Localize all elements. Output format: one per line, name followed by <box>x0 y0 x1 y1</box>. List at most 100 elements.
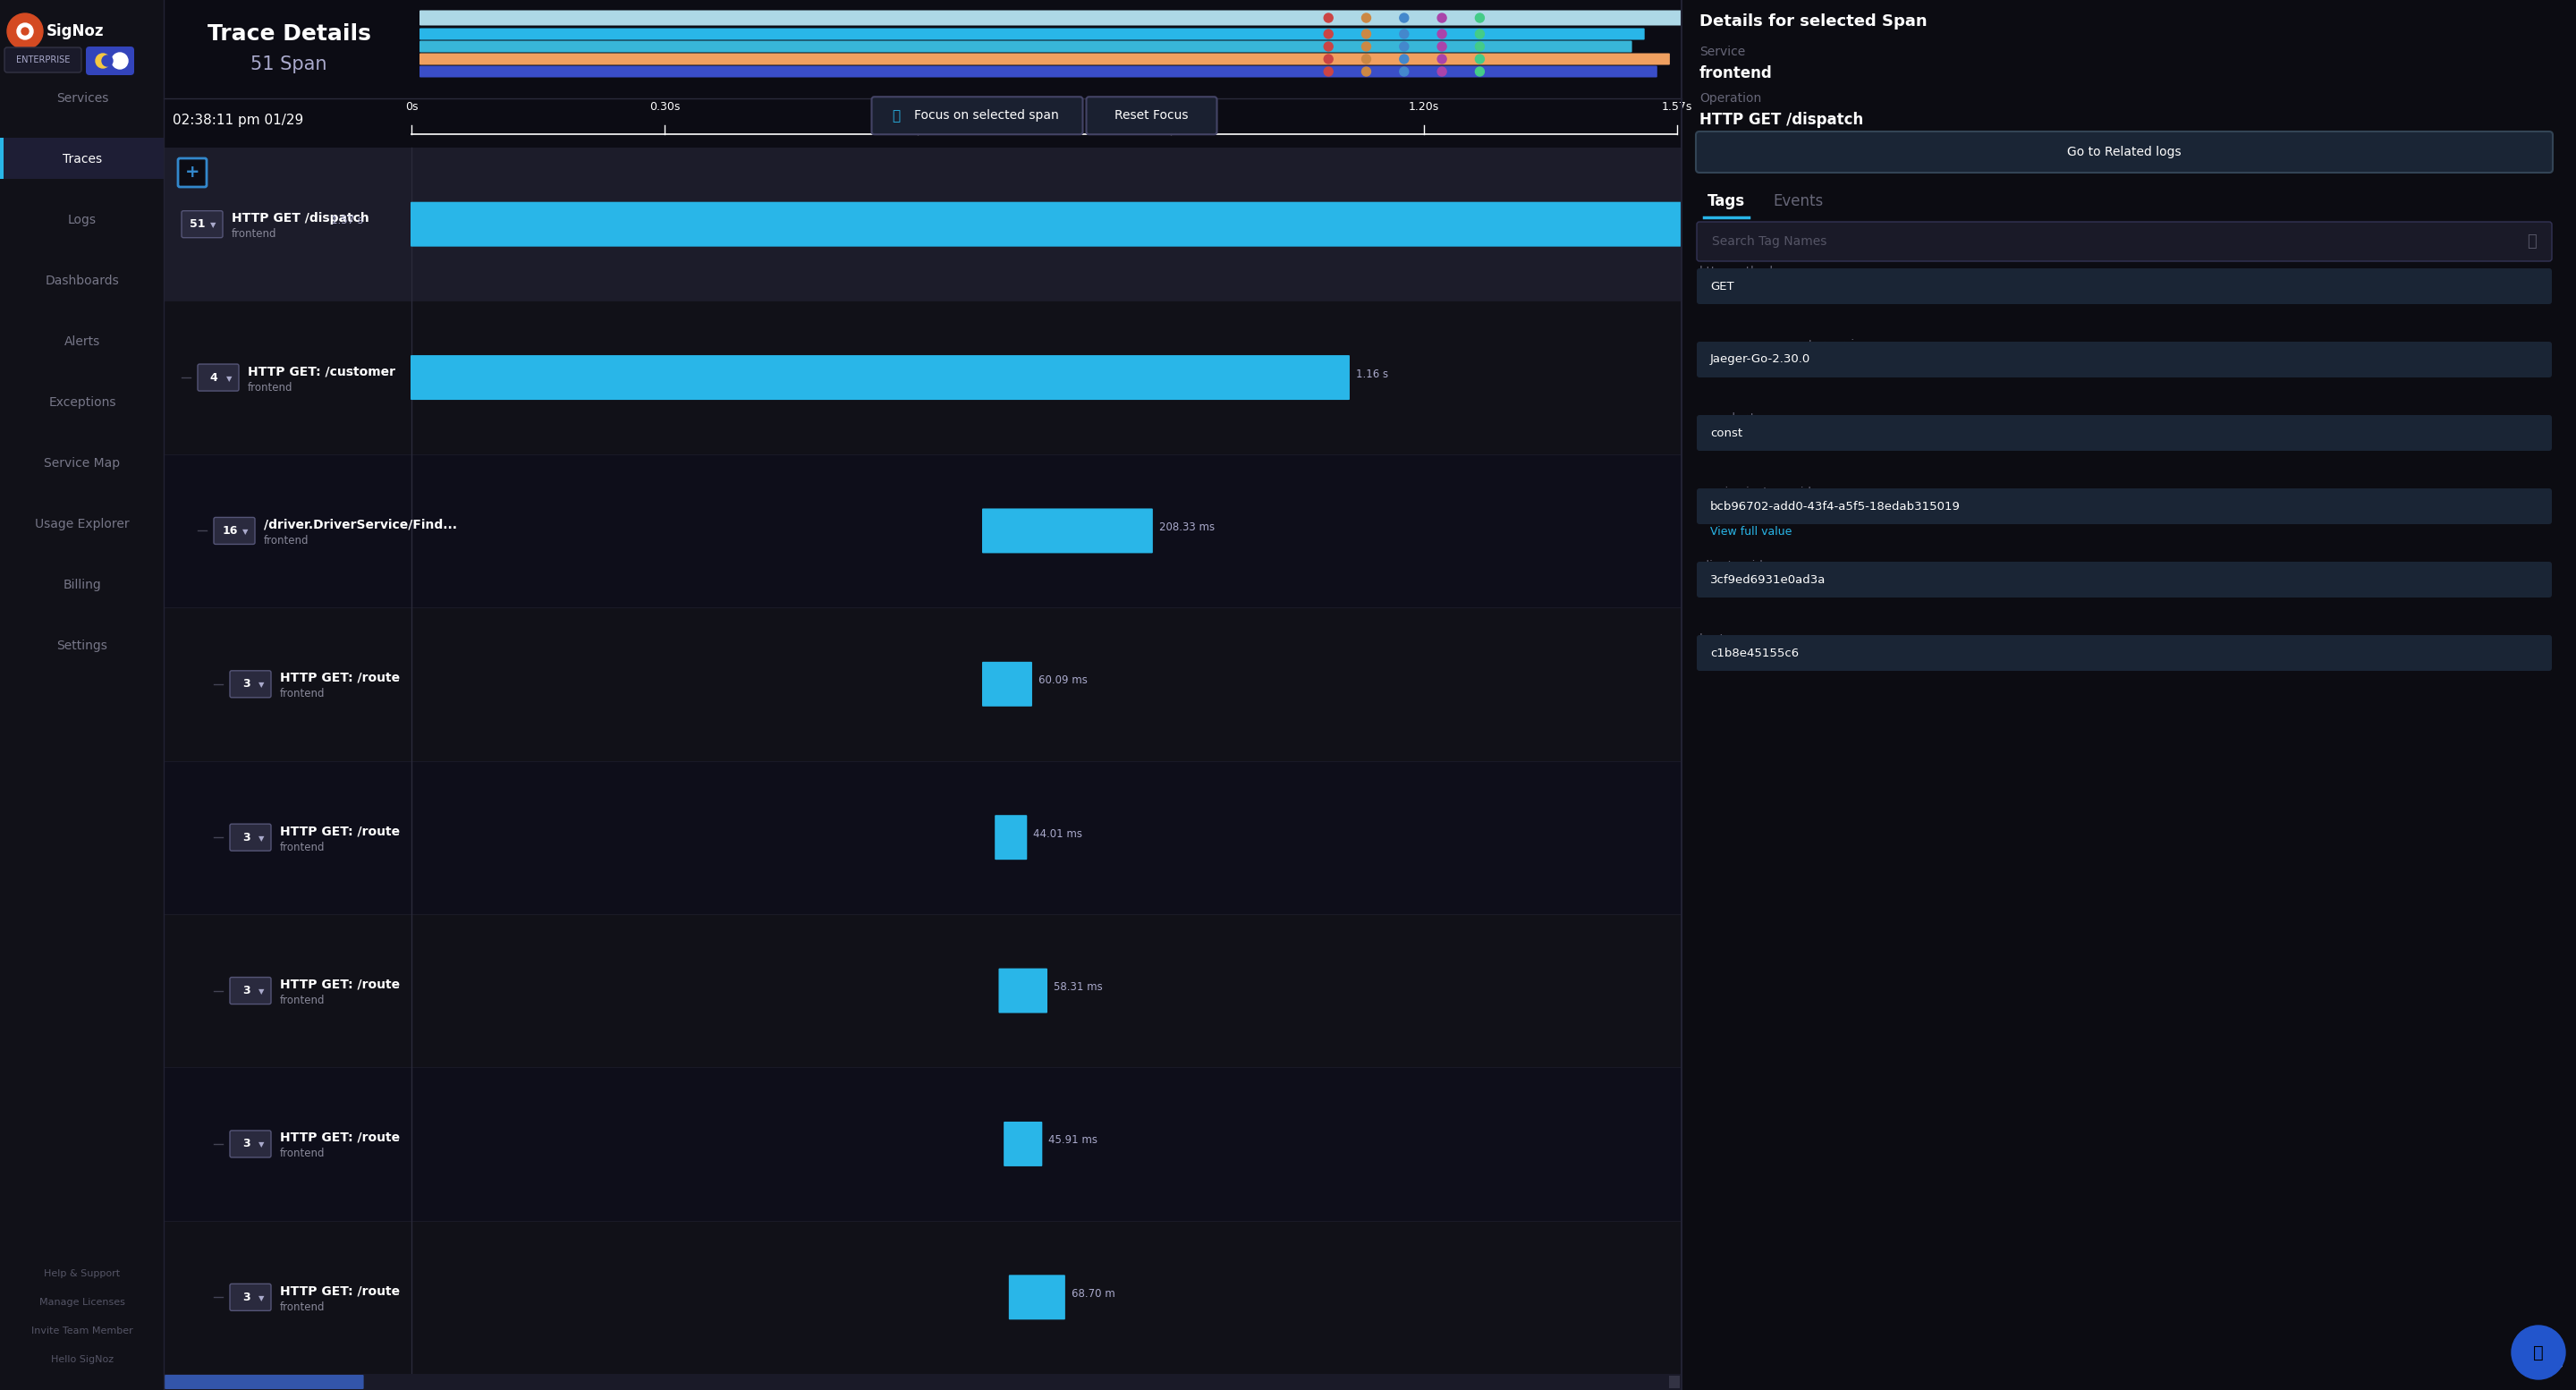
Text: frontend: frontend <box>281 1301 325 1314</box>
Text: 1.20s: 1.20s <box>1409 101 1440 113</box>
Bar <box>165 1220 1682 1373</box>
FancyBboxPatch shape <box>410 356 1350 400</box>
FancyBboxPatch shape <box>178 158 206 186</box>
Text: service.instance.id: service.instance.id <box>1700 486 1811 498</box>
FancyBboxPatch shape <box>165 1375 363 1389</box>
Bar <box>165 607 1682 760</box>
Text: opencensus.exporterversion: opencensus.exporterversion <box>1700 339 1870 352</box>
Circle shape <box>8 14 44 49</box>
Text: Settings: Settings <box>57 639 108 652</box>
FancyBboxPatch shape <box>180 211 222 238</box>
FancyBboxPatch shape <box>981 509 1154 553</box>
Text: 4: 4 <box>209 371 219 384</box>
FancyBboxPatch shape <box>1698 268 2553 304</box>
Text: ⛶: ⛶ <box>891 108 902 122</box>
FancyBboxPatch shape <box>229 1284 270 1311</box>
Text: Details for selected Span: Details for selected Span <box>1700 14 1927 29</box>
Text: 💬: 💬 <box>2532 1344 2543 1361</box>
Text: Operation: Operation <box>1700 92 1762 104</box>
Bar <box>0 138 165 179</box>
Text: frontend: frontend <box>281 995 325 1006</box>
Circle shape <box>18 24 33 39</box>
Text: Tags: Tags <box>1708 193 1744 210</box>
FancyBboxPatch shape <box>1698 416 2553 450</box>
FancyBboxPatch shape <box>5 47 82 72</box>
Text: Service Map: Service Map <box>44 457 121 470</box>
Text: ▼: ▼ <box>258 987 265 995</box>
Text: +: + <box>185 164 201 181</box>
Bar <box>165 0 1682 99</box>
Circle shape <box>1476 42 1484 51</box>
Text: 02:38:11 pm 01/29: 02:38:11 pm 01/29 <box>173 114 304 128</box>
Text: 3: 3 <box>242 1138 250 1150</box>
Circle shape <box>1363 67 1370 76</box>
Circle shape <box>1437 14 1445 22</box>
Circle shape <box>1476 67 1484 76</box>
Text: Trace Details: Trace Details <box>206 24 371 44</box>
Text: HTTP GET: /route: HTTP GET: /route <box>281 671 399 684</box>
Text: 0.90s: 0.90s <box>1157 101 1185 113</box>
Text: 208.33 ms: 208.33 ms <box>1159 521 1216 532</box>
Bar <box>165 1373 1682 1390</box>
Text: frontend: frontend <box>1700 65 1772 82</box>
Text: 1.57 s: 1.57 s <box>330 215 363 227</box>
Text: Help & Support: Help & Support <box>44 1269 121 1279</box>
Circle shape <box>1399 29 1409 39</box>
Circle shape <box>1476 14 1484 22</box>
FancyBboxPatch shape <box>1698 342 2553 378</box>
FancyBboxPatch shape <box>1087 97 1216 135</box>
Text: client-uuid: client-uuid <box>1700 560 1762 571</box>
Text: const: const <box>1710 427 1741 439</box>
Text: 16: 16 <box>222 525 237 537</box>
FancyBboxPatch shape <box>1695 132 2553 172</box>
Text: 60.09 ms: 60.09 ms <box>1038 674 1087 687</box>
Text: bcb96702-add0-43f4-a5f5-18edab315019: bcb96702-add0-43f4-a5f5-18edab315019 <box>1710 500 1960 512</box>
FancyBboxPatch shape <box>420 65 1656 78</box>
Text: 1.57s: 1.57s <box>1662 101 1692 113</box>
Bar <box>165 760 1682 915</box>
Text: Services: Services <box>57 92 108 104</box>
Text: ›: › <box>2553 1354 2563 1380</box>
Text: Manage Licenses: Manage Licenses <box>39 1298 126 1307</box>
Text: Dashboards: Dashboards <box>46 275 118 288</box>
Bar <box>165 915 1682 1068</box>
Circle shape <box>1399 54 1409 64</box>
Circle shape <box>1476 54 1484 64</box>
FancyBboxPatch shape <box>229 824 270 851</box>
Text: 3: 3 <box>242 1291 250 1302</box>
Text: ▼: ▼ <box>258 681 265 689</box>
Circle shape <box>1437 42 1445 51</box>
Bar <box>0 0 165 1390</box>
Bar <box>1669 1376 1680 1389</box>
Circle shape <box>111 53 129 70</box>
Text: HTTP GET: /route: HTTP GET: /route <box>281 824 399 837</box>
Text: frontend: frontend <box>247 381 294 393</box>
FancyBboxPatch shape <box>1010 1275 1066 1319</box>
Text: Search Tag Names: Search Tag Names <box>1713 235 1826 247</box>
Text: c1b8e45155c6: c1b8e45155c6 <box>1710 648 1798 659</box>
Circle shape <box>1363 14 1370 22</box>
Circle shape <box>1437 29 1445 39</box>
Text: HTTP GET: /route: HTTP GET: /route <box>281 1131 399 1144</box>
Bar <box>165 1068 1682 1220</box>
Text: Focus on selected span: Focus on selected span <box>914 110 1059 122</box>
Bar <box>0 138 3 179</box>
Text: ▼: ▼ <box>258 1294 265 1302</box>
Circle shape <box>1324 54 1332 64</box>
Text: ▼: ▼ <box>242 528 247 535</box>
Circle shape <box>95 54 111 68</box>
Text: Billing: Billing <box>64 578 100 591</box>
Text: sampler.type: sampler.type <box>1700 413 1777 424</box>
Bar <box>165 99 1682 147</box>
Text: 0.60s: 0.60s <box>902 101 933 113</box>
Text: Logs: Logs <box>67 214 98 227</box>
FancyBboxPatch shape <box>1698 488 2553 524</box>
Text: HTTP GET: /customer: HTTP GET: /customer <box>247 366 394 378</box>
FancyBboxPatch shape <box>1698 635 2553 671</box>
Text: Service: Service <box>1700 46 1747 58</box>
Bar <box>1682 0 2576 1390</box>
FancyBboxPatch shape <box>420 28 1643 40</box>
Text: SigNoz: SigNoz <box>46 24 103 39</box>
Circle shape <box>1324 14 1332 22</box>
Circle shape <box>1476 29 1484 39</box>
